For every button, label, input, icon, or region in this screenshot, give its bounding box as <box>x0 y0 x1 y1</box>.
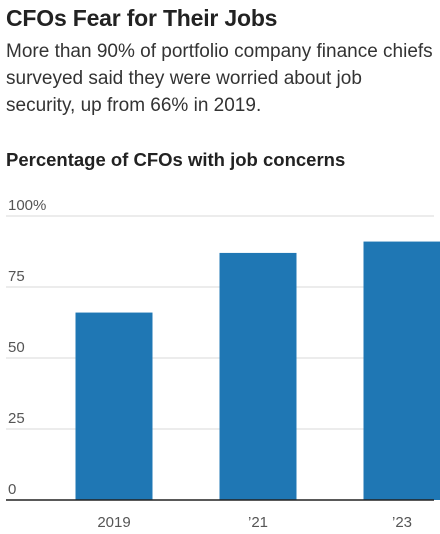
y-tick-label: 25 <box>8 410 25 427</box>
headline: CFOs Fear for Their Jobs <box>6 5 278 31</box>
chart-title: Percentage of CFOs with job concerns <box>6 149 346 170</box>
y-tick-label: 50 <box>8 339 25 356</box>
x-tick-label: 2019 <box>97 514 130 531</box>
bar-chart: 0 25 50 75 100% 2019 ’21 ’23 <box>6 197 440 531</box>
bars <box>75 241 440 500</box>
bar-3 <box>363 241 440 500</box>
y-tick-label: 75 <box>8 268 25 285</box>
x-tick-label: ’21 <box>248 514 268 531</box>
x-tick-label: ’23 <box>392 514 412 531</box>
y-tick-label: 0 <box>8 481 16 498</box>
subheadline: More than 90% of portfolio company finan… <box>6 41 433 116</box>
y-tick-label: 100% <box>8 197 46 214</box>
bar-1 <box>75 312 153 500</box>
bar-2 <box>219 252 297 500</box>
axes: 0 25 50 75 100% 2019 ’21 ’23 <box>6 197 434 531</box>
